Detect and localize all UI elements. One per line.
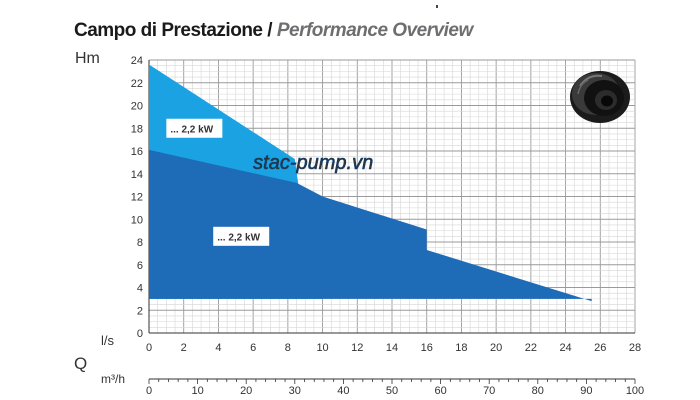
area-series-dark xyxy=(149,149,592,302)
y-tick-label: 6 xyxy=(137,260,143,272)
y-tick-label: 4 xyxy=(137,283,143,295)
x-axis-symbol: Q xyxy=(74,354,87,373)
y-tick-label: 20 xyxy=(131,101,143,113)
y-tick-label: 24 xyxy=(131,55,143,67)
x-tick-label: 2 xyxy=(181,342,187,354)
text-layer: ... 2,2 kW... 2,2 kWstac-pump.vn02468101… xyxy=(74,50,641,386)
series-label-lower-group: ... 2,2 kW xyxy=(213,226,270,246)
x-unit-primary: l/s xyxy=(101,333,115,348)
x-tick-label: 14 xyxy=(386,342,398,354)
y-axis-label: Hm xyxy=(75,50,100,67)
series-label-lower: ... 2,2 kW xyxy=(217,232,260,243)
stray-dot xyxy=(436,5,438,8)
x2-tick-label: 80 xyxy=(532,385,544,397)
x2-tick-label: 50 xyxy=(386,385,398,397)
watermark-text: stac-pump.vn xyxy=(253,152,373,174)
x-tick-label: 10 xyxy=(316,342,328,354)
y-tick-label: 18 xyxy=(131,123,143,135)
title-italian: Campo di Prestazione xyxy=(74,20,263,41)
x-tick-label: 22 xyxy=(525,342,537,354)
y-tick-label: 8 xyxy=(137,237,143,249)
x-unit-secondary: m³/h xyxy=(101,372,125,386)
x-tick-label: 20 xyxy=(490,342,502,354)
y-tick-label: 2 xyxy=(137,305,143,317)
y-tick-label: 16 xyxy=(131,146,143,158)
x2-tick-label: 100 xyxy=(626,385,644,397)
x-tick-label: 26 xyxy=(594,342,606,354)
series-label-upper-group: ... 2,2 kW xyxy=(166,118,223,138)
y-tick-label: 12 xyxy=(131,192,143,204)
x2-tick-label: 30 xyxy=(289,385,301,397)
y-tick-label: 14 xyxy=(131,169,143,181)
x2-tick-label: 90 xyxy=(580,385,592,397)
x-tick-label: 0 xyxy=(146,342,152,354)
x2-tick-label: 60 xyxy=(434,385,446,397)
x2-tick-label: 0 xyxy=(146,385,152,397)
y-tick-label: 22 xyxy=(131,78,143,90)
x2-tick-label: 20 xyxy=(240,385,252,397)
x-tick-label: 4 xyxy=(215,342,221,354)
title-separator: / xyxy=(262,20,277,41)
x-tick-label: 16 xyxy=(421,342,433,354)
x-tick-label: 12 xyxy=(351,342,363,354)
x-tick-label: 18 xyxy=(455,342,467,354)
secondary-axis: 0 10 20 30 40 50 60 70 80 90 100 xyxy=(146,378,644,397)
x-tick-label: 28 xyxy=(629,342,641,354)
x-tick-label: 24 xyxy=(559,342,571,354)
chart-title: Campo di Prestazione / Performance Overv… xyxy=(74,20,473,42)
x2-tick-label: 40 xyxy=(337,385,349,397)
x2-tick-label: 70 xyxy=(483,385,495,397)
x-tick-label: 6 xyxy=(250,342,256,354)
series-label-upper: ... 2,2 kW xyxy=(170,124,213,135)
series-label-upper-box xyxy=(166,118,223,138)
title-english: Performance Overview xyxy=(276,20,473,41)
y-tick-label: 10 xyxy=(131,214,143,226)
series-label-lower-box xyxy=(213,226,270,246)
x-tick-label: 8 xyxy=(285,342,291,354)
x2-tick-label: 10 xyxy=(191,385,203,397)
y-tick-label: 0 xyxy=(137,328,143,340)
pump-impeller-icon xyxy=(570,71,630,123)
